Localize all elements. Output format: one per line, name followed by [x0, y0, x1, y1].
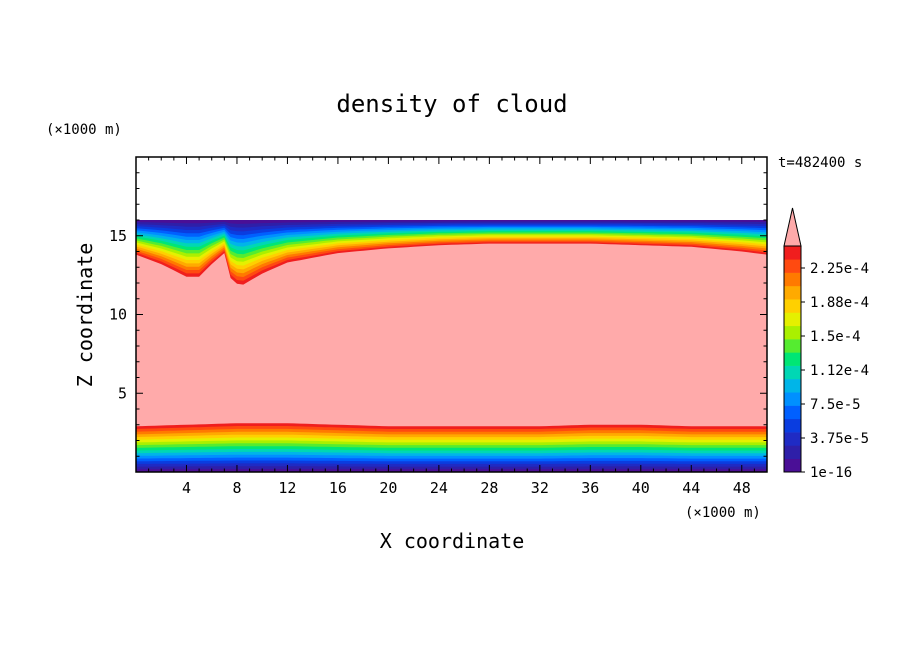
x-tick-label: 8 — [232, 479, 241, 497]
colorbar-extension — [783, 207, 802, 247]
colorbar-segment — [784, 458, 801, 473]
colorbar-frame — [783, 245, 802, 473]
colorbar-tick-label: 2.25e-4 — [810, 261, 869, 277]
x-tick-label: 48 — [733, 479, 751, 497]
colorbar-segment — [784, 405, 801, 420]
colorbar-segment — [784, 285, 801, 300]
x-axis-label: X coordinate — [380, 529, 525, 553]
y-tick-label: 5 — [118, 384, 127, 402]
plot-area — [136, 220, 767, 472]
y-unit-label: (×1000 m) — [46, 122, 122, 138]
x-tick-label: 44 — [682, 479, 700, 497]
x-tick-label: 16 — [329, 479, 347, 497]
x-tick-label: 20 — [379, 479, 397, 497]
chart-title: density of cloud — [336, 90, 567, 118]
x-tick-label: 36 — [581, 479, 599, 497]
colorbar-tick-label: 1.12e-4 — [810, 363, 869, 379]
colorbar-segment — [784, 352, 801, 366]
colorbar-tick-label: 3.75e-5 — [810, 431, 869, 447]
colorbar-segment — [784, 365, 801, 380]
x-tick-label: 24 — [430, 479, 448, 497]
y-tick-label: 15 — [109, 227, 127, 245]
colorbar-segment — [784, 339, 801, 353]
colorbar-segment — [784, 325, 801, 340]
x-tick-label: 4 — [182, 479, 191, 497]
x-tick-label: 28 — [480, 479, 498, 497]
colorbar-segment — [784, 272, 801, 287]
x-tick-label: 32 — [531, 479, 549, 497]
colorbar-tick-label: 1e-16 — [810, 465, 852, 481]
x-unit-label: (×1000 m) — [685, 505, 761, 521]
colorbar-segment — [784, 392, 801, 406]
colorbar-segment — [784, 445, 801, 460]
time-label: t=482400 s — [778, 155, 862, 171]
colorbar-tick-label: 1.88e-4 — [810, 295, 869, 311]
y-tick-label: 10 — [109, 306, 127, 324]
colorbar-segment — [784, 299, 801, 313]
x-tick-label: 40 — [632, 479, 650, 497]
colorbar-segment — [784, 312, 801, 327]
colorbar-segment — [784, 378, 801, 393]
upper-contour-band — [136, 220, 767, 224]
colorbar-segment — [784, 246, 801, 260]
y-axis-label: Z coordinate — [73, 243, 97, 388]
colorbar-segment — [784, 432, 801, 446]
colorbar-segment — [784, 418, 801, 433]
colorbar-tick-label: 1.5e-4 — [810, 329, 861, 345]
colorbar: 2.25e-4 1.88e-4 1.5e-4 1.12e-4 7.5e-5 3.75e-5… — [783, 207, 869, 481]
colorbar-segment — [784, 259, 801, 273]
x-tick-label: 12 — [278, 479, 296, 497]
colorbar-tick-label: 7.5e-5 — [810, 397, 861, 413]
